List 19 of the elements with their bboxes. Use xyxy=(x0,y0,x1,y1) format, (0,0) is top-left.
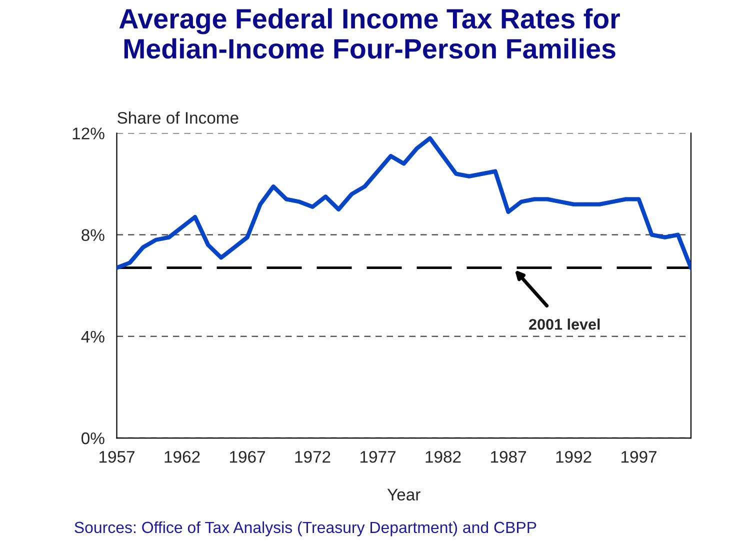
x-tick-label: 1992 xyxy=(556,450,592,463)
x-axis-title: Year xyxy=(387,488,420,501)
x-tick-label: 1967 xyxy=(230,450,265,463)
x-tick-label: 1977 xyxy=(360,450,396,463)
source-note: Sources: Office of Tax Analysis (Treasury Department) and CBPP xyxy=(74,521,536,536)
legend-label: 2001 level xyxy=(529,318,600,330)
x-tick-label: 1987 xyxy=(491,450,526,463)
y-axis-title: Share of Income xyxy=(118,112,238,124)
chart-title: Average Federal Income Tax Rates for Median-Income Four-Person Families xyxy=(119,8,620,59)
y-tick-label: 4% xyxy=(81,330,104,343)
x-tick-label: 1972 xyxy=(295,450,330,463)
y-tick-label: 8% xyxy=(82,229,104,241)
line-series xyxy=(116,136,691,270)
y-tick-label: 12% xyxy=(72,128,104,140)
x-tick-label: 1997 xyxy=(622,450,656,463)
x-tick-label: 1982 xyxy=(426,450,461,463)
x-tick-label: 1957 xyxy=(99,450,134,463)
x-tick-label: 1962 xyxy=(164,450,200,463)
y-tick-label: 0% xyxy=(82,432,104,444)
